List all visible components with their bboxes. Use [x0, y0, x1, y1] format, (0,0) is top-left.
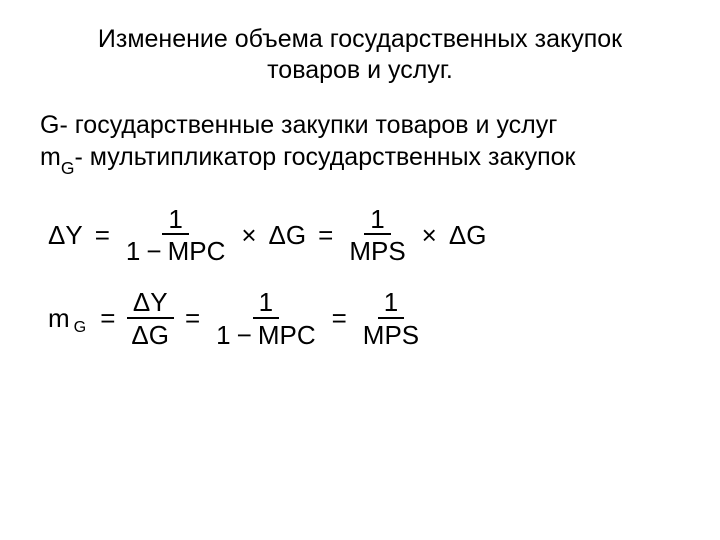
- eq2-equals-3: =: [322, 303, 357, 334]
- eq2-equals-1: =: [90, 303, 125, 334]
- eq2-frac2-num: 1: [253, 288, 279, 319]
- def-g-symbol: G: [40, 111, 59, 139]
- eq1-frac2-num: 1: [364, 205, 390, 236]
- eq1-frac1-den-op: −: [146, 237, 161, 266]
- slide-title: Изменение объема государственных закупок…: [40, 24, 680, 87]
- eq1-times-2: ×: [412, 220, 447, 251]
- eq2-frac2-den-op: −: [237, 321, 252, 350]
- eq2-frac-2: 1 1 − MPC: [210, 288, 321, 349]
- def-mg-symbol: m: [40, 143, 61, 171]
- eq2-lhs-m: m: [46, 303, 72, 334]
- slide-page: Изменение объема государственных закупок…: [0, 0, 720, 540]
- definition-mg: mG- мультипликатор государственных закуп…: [40, 141, 680, 177]
- equation-delta-y: ΔY = 1 1 − MPC × ΔG = 1 MPS × ΔG: [46, 205, 680, 266]
- eq1-frac-2: 1 MPS: [343, 205, 411, 266]
- eq2-frac1-num: ΔY: [127, 288, 174, 319]
- eq1-times-1: ×: [231, 220, 266, 251]
- definition-g: G- государственные закупки товаров и усл…: [40, 109, 680, 142]
- eq1-frac1-den: 1 − MPC: [120, 235, 231, 266]
- def-g-text: - государственные закупки товаров и услу…: [59, 111, 557, 139]
- eq1-frac2-den: MPS: [343, 235, 411, 266]
- eq2-equals-2: =: [175, 303, 210, 334]
- eq1-equals-1: =: [85, 220, 120, 251]
- eq2-frac-3: 1 MPS: [357, 288, 425, 349]
- eq2-lhs-sub: G: [72, 318, 91, 337]
- def-mg-text: - мультипликатор государственных закупок: [74, 143, 575, 171]
- eq1-frac-1: 1 1 − MPC: [120, 205, 231, 266]
- eq2-frac3-num: 1: [378, 288, 404, 319]
- eq1-lhs: ΔY: [46, 220, 85, 251]
- eq1-frac1-num: 1: [162, 205, 188, 236]
- title-line-1: Изменение объема государственных закупок: [98, 25, 622, 53]
- eq2-frac2-den-b: MPC: [258, 321, 316, 350]
- definitions-block: G- государственные закупки товаров и усл…: [40, 109, 680, 177]
- eq1-tail-dg: ΔG: [447, 220, 489, 251]
- eq1-frac1-den-a: 1: [126, 237, 140, 266]
- eq2-frac1-den: ΔG: [125, 319, 175, 350]
- def-mg-subscript: G: [61, 158, 75, 178]
- eq2-frac3-den: MPS: [357, 319, 425, 350]
- equations-block: ΔY = 1 1 − MPC × ΔG = 1 MPS × ΔG: [40, 205, 680, 349]
- eq2-frac-1: ΔY ΔG: [125, 288, 175, 349]
- eq1-equals-2: =: [308, 220, 343, 251]
- eq1-mid-dg: ΔG: [267, 220, 309, 251]
- eq2-frac2-den-a: 1: [216, 321, 230, 350]
- eq1-frac1-den-b: MPC: [168, 237, 226, 266]
- equation-multiplier: mG = ΔY ΔG = 1 1 − MPC = 1: [46, 288, 680, 349]
- eq2-frac2-den: 1 − MPC: [210, 319, 321, 350]
- title-line-2: товаров и услуг.: [267, 56, 453, 84]
